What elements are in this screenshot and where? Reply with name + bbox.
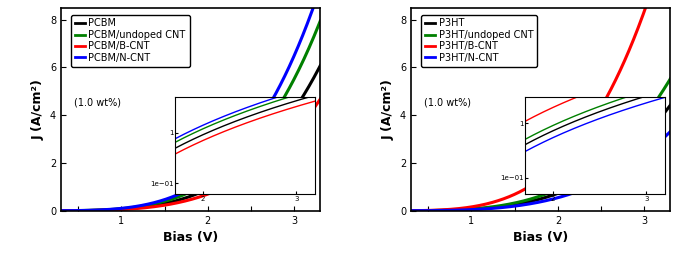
Text: A: A bbox=[30, 0, 44, 4]
Y-axis label: J (A/cm²): J (A/cm²) bbox=[31, 79, 44, 140]
Legend: P3HT, P3HT/undoped CNT, P3HT/B-CNT, P3HT/N-CNT: P3HT, P3HT/undoped CNT, P3HT/B-CNT, P3HT… bbox=[421, 15, 537, 67]
Legend: PCBM, PCBM/undoped CNT, PCBM/B-CNT, PCBM/N-CNT: PCBM, PCBM/undoped CNT, PCBM/B-CNT, PCBM… bbox=[71, 15, 190, 67]
X-axis label: Bias (V): Bias (V) bbox=[513, 231, 568, 244]
Text: (1.0 wt%): (1.0 wt%) bbox=[74, 97, 121, 107]
Text: B: B bbox=[380, 0, 393, 4]
Text: (1.0 wt%): (1.0 wt%) bbox=[424, 97, 471, 107]
X-axis label: Bias (V): Bias (V) bbox=[163, 231, 218, 244]
Y-axis label: J (A/cm²): J (A/cm²) bbox=[381, 79, 394, 140]
